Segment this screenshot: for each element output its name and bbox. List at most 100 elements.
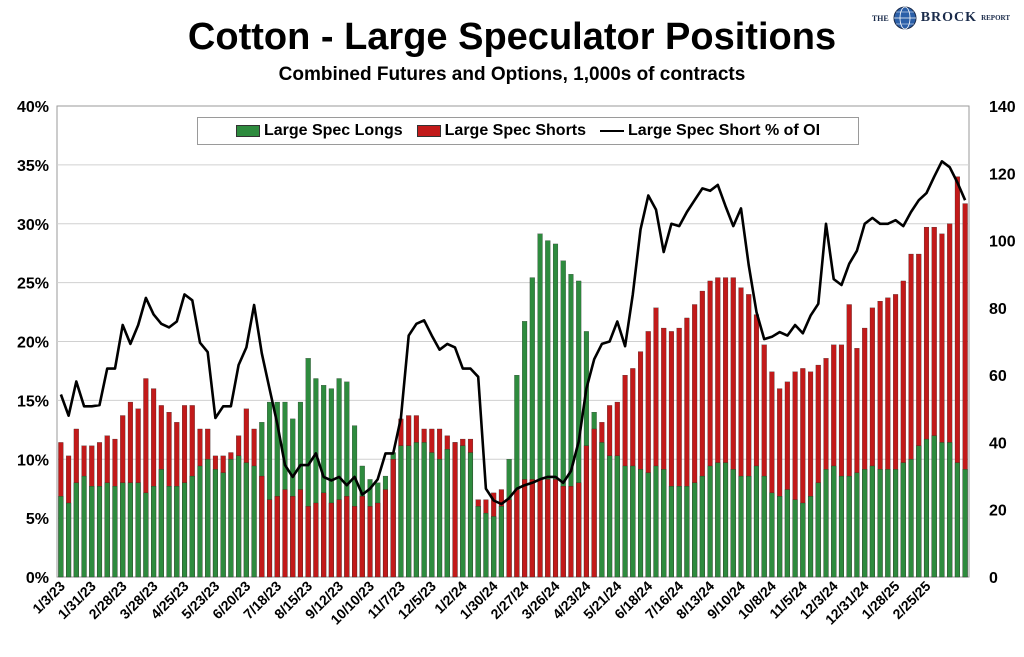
- right-axis-tick-label: 20: [989, 503, 1007, 520]
- legend-label-shorts: Large Spec Shorts: [444, 122, 587, 139]
- bar-long: [205, 459, 211, 578]
- bar-long: [823, 469, 829, 578]
- bar-long: [622, 465, 628, 578]
- bar-long: [212, 469, 218, 578]
- bar-long: [429, 452, 435, 578]
- bar-long: [112, 486, 118, 578]
- bar-short: [344, 496, 350, 578]
- globe-icon: [893, 6, 917, 30]
- bar-long: [792, 499, 798, 578]
- bar-long: [746, 475, 752, 578]
- left-axis-tick-label: 0%: [26, 570, 49, 587]
- left-axis-tick-label: 35%: [17, 158, 49, 175]
- bar-long: [777, 496, 783, 578]
- bar-long: [58, 496, 64, 578]
- bar-long: [236, 455, 242, 578]
- bar-long: [81, 475, 87, 578]
- bar-long: [784, 489, 790, 578]
- bar-long: [939, 442, 945, 578]
- bar-long: [893, 469, 899, 578]
- right-axis-tick-label: 140: [989, 99, 1016, 116]
- right-axis-tick-label: 40: [989, 435, 1007, 452]
- bar-long: [437, 459, 443, 578]
- bar-short: [305, 506, 311, 578]
- bar-short: [514, 489, 520, 578]
- logo-prefix: THE: [871, 13, 889, 23]
- bar-long: [908, 459, 914, 578]
- bar-long: [614, 455, 620, 578]
- bar-long: [475, 506, 481, 578]
- right-axis-tick-label: 120: [989, 166, 1016, 183]
- legend-item-longs: Large Spec Longs: [235, 122, 403, 140]
- bar-long: [630, 465, 636, 578]
- bar-long: [707, 465, 713, 578]
- bar-long: [166, 486, 172, 578]
- bar-short: [313, 502, 319, 578]
- right-axis-tick-label: 100: [989, 234, 1016, 251]
- bar-long: [954, 462, 960, 578]
- bar-long: [815, 482, 821, 578]
- bar-long: [599, 442, 605, 578]
- bar-long: [243, 462, 249, 578]
- bar-long: [444, 449, 450, 578]
- bar-long: [197, 465, 203, 578]
- left-axis-tick-label: 30%: [17, 217, 49, 234]
- left-axis-tick-label: 40%: [17, 99, 49, 116]
- bar-short: [506, 499, 512, 578]
- bar-long: [104, 482, 110, 578]
- bar-long: [143, 492, 149, 578]
- bar-long: [189, 475, 195, 578]
- bar-long: [638, 469, 644, 578]
- bar-long: [220, 472, 226, 578]
- bar-long: [483, 512, 489, 578]
- bar-short: [375, 502, 381, 578]
- bar-long: [699, 475, 705, 578]
- bar-short: [282, 489, 288, 578]
- left-axis-tick-label: 5%: [26, 511, 49, 528]
- bar-long: [723, 462, 729, 578]
- bar-short: [352, 506, 358, 578]
- logo-suffix: REPORT: [981, 14, 1010, 22]
- bar-short: [591, 428, 597, 578]
- bar-long: [962, 469, 968, 578]
- bar-short: [382, 489, 388, 578]
- bar-long: [228, 459, 234, 578]
- bar-short: [537, 479, 543, 578]
- logo-name: BROCK: [920, 10, 978, 25]
- bar-long: [398, 445, 404, 578]
- left-axis-tick-label: 20%: [17, 335, 49, 352]
- bar-long: [73, 482, 79, 578]
- bar-long: [838, 475, 844, 578]
- bar-long: [653, 465, 659, 578]
- bar-long: [421, 442, 427, 578]
- bar-long: [668, 486, 674, 578]
- bar-short: [290, 496, 296, 578]
- bar-long: [730, 469, 736, 578]
- legend-item-shorts: Large Spec Shorts: [416, 122, 587, 140]
- bar-long: [676, 486, 682, 578]
- bar-short: [259, 475, 265, 578]
- bar-long: [498, 506, 504, 578]
- bar-short: [328, 502, 334, 578]
- bar-long: [715, 462, 721, 578]
- bar-long: [753, 465, 759, 578]
- bar-long: [120, 482, 126, 578]
- bar-long: [127, 482, 133, 578]
- legend-label-longs: Large Spec Longs: [263, 122, 403, 139]
- bar-long: [467, 452, 474, 578]
- bar-long: [135, 482, 141, 578]
- bar-short: [390, 459, 396, 578]
- bar-short: [568, 486, 574, 578]
- bar-short: [576, 482, 582, 578]
- bar-short: [552, 479, 559, 578]
- bar-short: [336, 499, 342, 578]
- bar-long: [607, 455, 613, 578]
- bar-long: [692, 482, 698, 578]
- bar-short: [274, 496, 280, 578]
- bar-long: [831, 465, 837, 578]
- chart-title: Cotton - Large Speculator Positions: [187, 16, 837, 58]
- bar-long: [854, 472, 860, 578]
- right-axis-tick-label: 80: [989, 301, 1007, 318]
- left-axis-tick-label: 15%: [17, 393, 49, 410]
